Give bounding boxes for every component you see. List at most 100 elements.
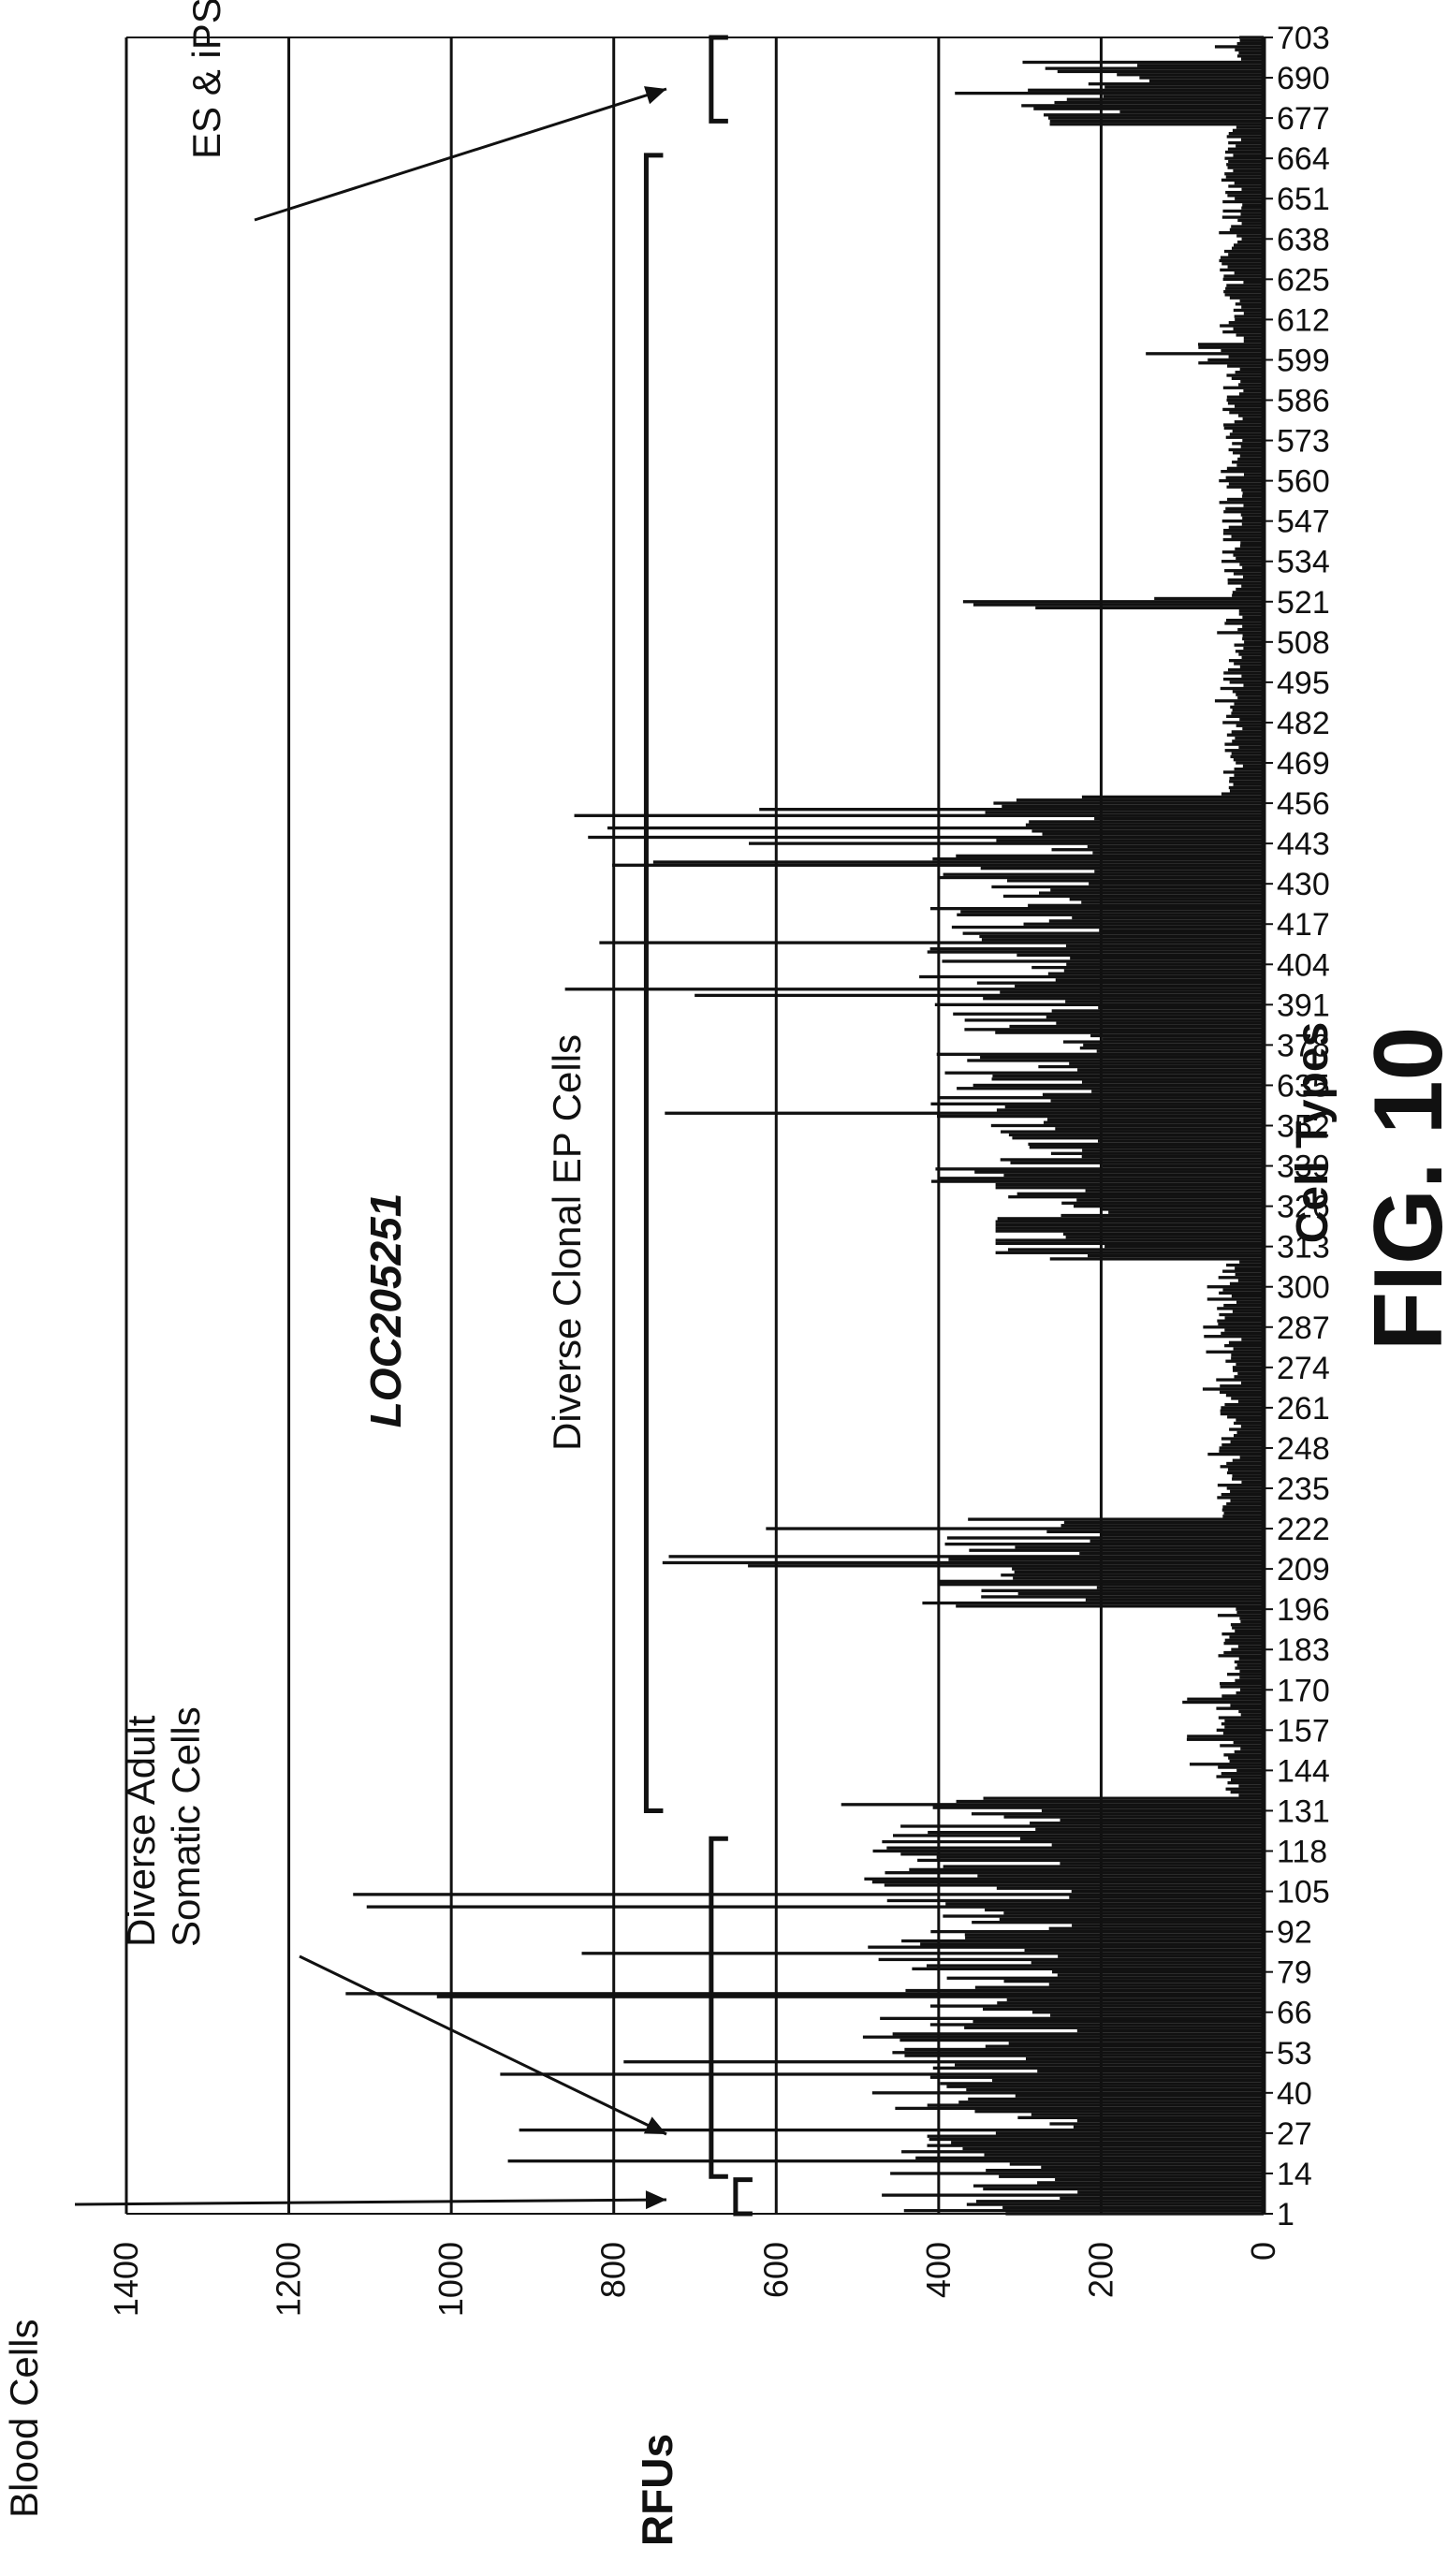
bar (1235, 49, 1264, 51)
bar (1060, 2197, 1264, 2200)
bar (943, 1914, 1264, 1917)
annotation-label: Blood Cells (2, 2320, 46, 2518)
bar (1242, 522, 1264, 525)
bar (1240, 368, 1264, 371)
bar (1049, 1983, 1264, 1985)
bar (1227, 1486, 1264, 1489)
bar (1222, 1515, 1264, 1517)
bar (1082, 1155, 1264, 1158)
bar (1243, 765, 1264, 768)
bar (1227, 1781, 1264, 1784)
bar (1229, 1635, 1264, 1638)
bar (1017, 954, 1264, 957)
bar (1240, 300, 1264, 302)
bar (904, 2048, 1264, 2051)
bar (1221, 1406, 1264, 1409)
bar (1017, 2116, 1264, 2119)
bar (1043, 833, 1264, 836)
bar (1015, 1545, 1264, 1548)
bar (1086, 1189, 1264, 1192)
bar (1241, 446, 1264, 448)
annotation-label: Diverse Clonal EP Cells (545, 1034, 589, 1451)
bar (1229, 777, 1264, 780)
bar (1231, 1441, 1264, 1443)
bar (915, 2157, 1264, 2159)
bar (1089, 82, 1264, 85)
bar (1103, 1164, 1264, 1167)
bar (973, 1084, 1264, 1087)
bar (1234, 1347, 1264, 1350)
bar (1238, 414, 1264, 417)
bar (900, 1824, 1264, 1827)
bar (1226, 1788, 1264, 1791)
bar (937, 1053, 1264, 1056)
bar (996, 1223, 1264, 1226)
x-tick-label: 131 (1277, 1793, 1330, 1829)
bar (1232, 377, 1264, 380)
bar (1017, 1193, 1264, 1195)
bar (1032, 2011, 1264, 2013)
bar (927, 1964, 1264, 1967)
bar (1235, 182, 1264, 184)
bar (1225, 1360, 1264, 1363)
bar (1241, 1481, 1264, 1484)
bar (1058, 1973, 1264, 1976)
bar (1070, 898, 1264, 900)
bar (1082, 796, 1264, 798)
bar (1015, 1571, 1264, 1573)
x-tick-label: 456 (1277, 786, 1330, 822)
bar (1066, 1236, 1264, 1238)
bar (997, 1108, 1264, 1111)
bar (1021, 104, 1264, 107)
bar (1236, 125, 1264, 128)
bar (1010, 2162, 1264, 2165)
bar (1000, 990, 1264, 993)
bar (1233, 709, 1264, 711)
bar (1230, 1760, 1264, 1763)
bar (1198, 361, 1264, 364)
bar (977, 1874, 1264, 1877)
bar (1238, 51, 1264, 54)
bar (1223, 1304, 1264, 1307)
bar (1223, 290, 1264, 293)
bar (1218, 1323, 1264, 1325)
bar (1220, 1446, 1264, 1449)
annotation-2: Diverse Clonal EP Cells (545, 155, 663, 1811)
bar (1229, 526, 1264, 529)
bar (922, 1602, 1264, 1604)
bar (1226, 715, 1264, 718)
bar (1098, 1006, 1264, 1009)
bar (1092, 851, 1264, 854)
bar (1234, 774, 1264, 777)
bar (1231, 1356, 1264, 1359)
bar (1002, 805, 1264, 808)
bar (993, 801, 1264, 804)
bar (1082, 1080, 1264, 1083)
bar (1239, 1670, 1264, 1673)
bar (1235, 198, 1264, 200)
bar (1222, 520, 1264, 522)
bar (1229, 786, 1264, 789)
bar (1234, 758, 1264, 761)
y-tick-label: 200 (1081, 2242, 1119, 2298)
bar (1221, 470, 1264, 473)
bar (1236, 302, 1264, 305)
bar (1044, 113, 1264, 116)
bar (1187, 1698, 1264, 1701)
bar (1066, 944, 1264, 947)
bar (1236, 761, 1264, 764)
bar (1227, 194, 1264, 197)
bar (1233, 690, 1264, 693)
bar (1242, 656, 1264, 659)
bar (1232, 461, 1264, 463)
group-bracket (646, 155, 663, 1811)
bar (955, 2063, 1264, 2066)
bar (1237, 628, 1264, 631)
bar (1231, 1623, 1264, 1626)
bar (872, 1881, 1264, 1883)
bar (872, 2091, 1264, 2094)
bar (1004, 1980, 1264, 1983)
bar (1243, 389, 1264, 392)
bar (1224, 742, 1264, 745)
x-tick-label: 482 (1277, 706, 1330, 741)
